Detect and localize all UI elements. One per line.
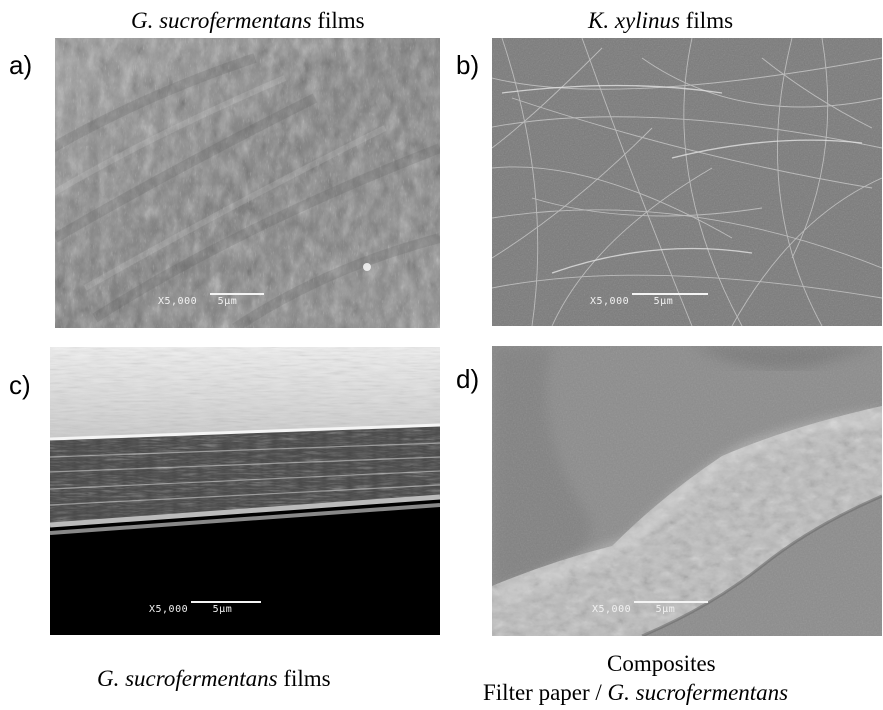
caption-bottom-right-prefix: Filter paper / [483,680,608,705]
caption-top-right-species: K. xylinus [588,8,680,33]
sem-image-c-graphic [50,347,440,635]
caption-top-right: K. xylinus films [588,9,733,32]
panel-a-magnification: X5,000 [158,296,198,307]
panel-b-scale-length: 5µm [653,296,674,307]
sem-image-a-graphic [55,38,440,328]
caption-top-left-suffix: films [311,8,365,33]
caption-bottom-left-suffix: films [277,666,331,691]
panel-d-scale-label: X5,000 5µm [592,601,712,618]
panel-b-scale-label: X5,000 5µm [590,293,710,310]
caption-top-left-species: G. sucrofermentans [131,8,312,33]
sem-image-a [55,38,440,328]
panel-c-scale-bar [191,601,261,603]
sem-image-d [492,346,882,636]
caption-bottom-left-species: G. sucrofermentans [97,666,278,691]
panel-d-scale-length: 5µm [655,604,676,615]
caption-bottom-right-line2: Filter paper / G. sucrofermentans [483,681,788,704]
panel-b-scale-bar [632,293,708,295]
caption-top-left: G. sucrofermentans films [131,9,365,32]
panel-b-letter: b) [456,50,480,80]
panel-d-magnification: X5,000 [592,604,632,615]
panel-a-letter: a) [9,50,33,80]
caption-bottom-left: G. sucrofermentans films [97,667,331,690]
panel-c-scale-label: X5,000 5µm [149,601,269,618]
panel-d-scale-bar [634,601,708,603]
sem-image-d-graphic [492,346,882,636]
panel-d-letter: d) [456,364,480,394]
sem-image-c [50,347,440,635]
caption-bottom-right-species: G. sucrofermentans [607,680,789,705]
panel-b-magnification: X5,000 [590,296,630,307]
panel-a-scale-label: X5,000 5µm [158,293,278,310]
panel-a-scale-length: 5µm [217,296,238,307]
panel-c-magnification: X5,000 [149,604,189,615]
panel-a-scale-bar [210,293,264,295]
sem-image-b-graphic [492,38,882,326]
caption-bottom-right-line1: Composites [607,651,716,676]
caption-top-right-suffix: films [680,8,734,33]
sem-image-b [492,38,882,326]
panel-c-scale-length: 5µm [212,604,233,615]
panel-c-letter: c) [9,370,31,400]
